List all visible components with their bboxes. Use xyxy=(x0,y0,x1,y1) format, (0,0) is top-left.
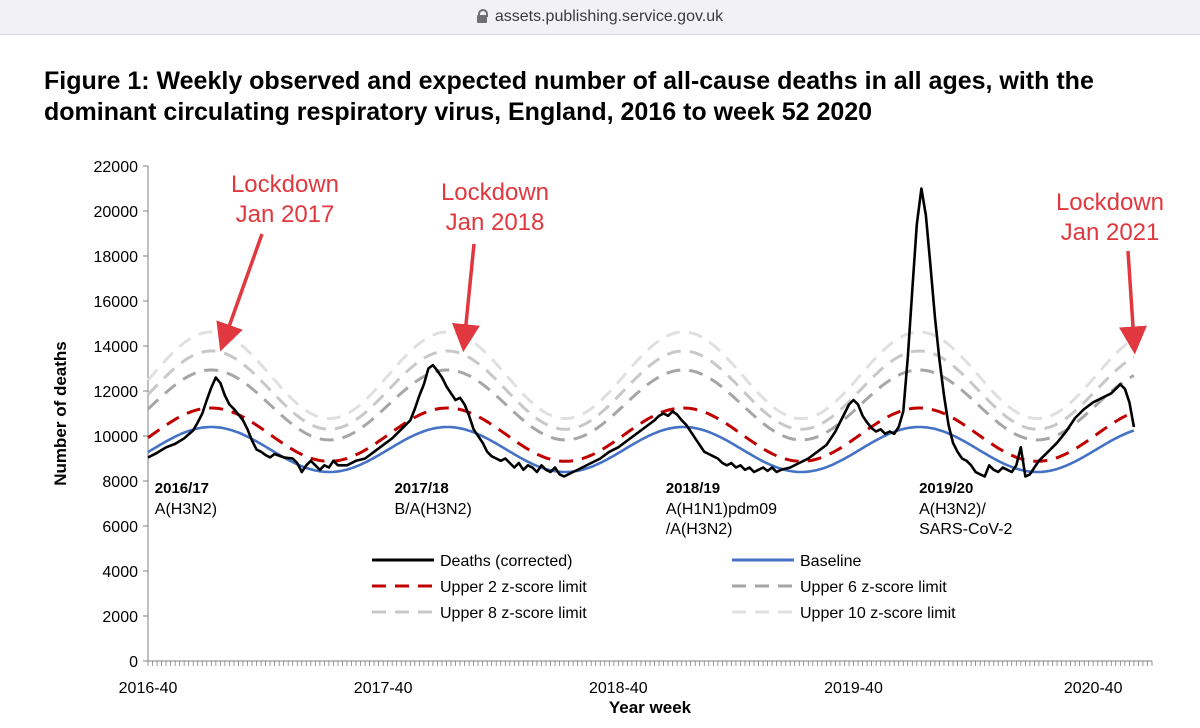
virus-label: /A(H3N2) xyxy=(666,521,733,538)
x-axis-title: Year week xyxy=(609,698,692,717)
upper-10-z-line xyxy=(146,330,1135,420)
virus-label: A(H3N2) xyxy=(155,501,217,518)
legend-label: Upper 10 z-score limit xyxy=(800,605,956,622)
legend-label: Baseline xyxy=(800,553,861,570)
y-tick-label: 12000 xyxy=(94,384,139,401)
y-tick-label: 0 xyxy=(129,654,138,671)
y-tick-label: 4000 xyxy=(102,564,138,581)
x-tick-label: 2017-40 xyxy=(354,680,413,697)
y-tick-label: 10000 xyxy=(94,429,139,446)
x-tick-label: 2020-40 xyxy=(1064,680,1123,697)
baseline-line xyxy=(147,425,1135,474)
virus-label: A(H3N2)/ xyxy=(919,501,986,518)
lockdown-annotation: Lockdown xyxy=(441,179,549,206)
lockdown-annotation: Jan 2018 xyxy=(446,209,545,236)
legend-label: Upper 6 z-score limit xyxy=(800,579,947,596)
legend-label: Upper 2 z-score limit xyxy=(440,579,587,596)
url-text: assets.publishing.service.gov.uk xyxy=(494,8,724,25)
y-axis-title: Number of deaths xyxy=(51,341,70,486)
annotation-arrow xyxy=(216,233,264,352)
virus-label: A(H1N1)pdm09 xyxy=(666,501,777,518)
lock-icon xyxy=(476,9,488,23)
season-label: 2018/19 xyxy=(666,480,720,497)
lockdown-annotation: Lockdown xyxy=(231,171,339,198)
y-tick-label: 22000 xyxy=(94,159,139,176)
x-tick-label: 2019-40 xyxy=(824,680,883,697)
y-tick-label: 2000 xyxy=(102,609,138,626)
season-label: 2017/18 xyxy=(394,480,448,497)
legend-label: Deaths (corrected) xyxy=(440,553,573,570)
y-tick-label: 20000 xyxy=(94,204,139,221)
annotation-arrow xyxy=(1119,250,1147,355)
season-label: 2019/20 xyxy=(919,480,973,497)
address-bar[interactable]: assets.publishing.service.gov.uk xyxy=(0,0,1200,35)
figure-title: Figure 1: Weekly observed and expected n… xyxy=(44,67,1094,126)
y-tick-label: 6000 xyxy=(102,519,138,536)
legend-label: Upper 8 z-score limit xyxy=(440,605,587,622)
y-tick-label: 14000 xyxy=(94,339,139,356)
y-tick-label: 18000 xyxy=(94,249,139,266)
lockdown-annotation: Lockdown xyxy=(1056,189,1164,216)
deaths-chart: 0 2000 4000 6000 8000 10000 12000 14000 16000 180… xyxy=(51,159,1164,717)
annotation-arrow xyxy=(452,243,480,353)
x-tick-label: 2018-40 xyxy=(589,680,648,697)
upper-6-z-line xyxy=(146,368,1135,442)
lockdown-annotation: Jan 2017 xyxy=(236,201,335,228)
virus-label: SARS-CoV-2 xyxy=(919,521,1012,538)
virus-label: B/A(H3N2) xyxy=(394,501,471,518)
lockdown-annotation: Jan 2021 xyxy=(1061,219,1160,246)
season-label: 2016/17 xyxy=(155,480,209,497)
x-tick-label: 2016-40 xyxy=(119,680,178,697)
upper-2-z-line xyxy=(147,406,1135,463)
upper-8-z-line xyxy=(146,349,1135,431)
y-tick-label: 16000 xyxy=(94,294,139,311)
y-tick-label: 8000 xyxy=(102,474,138,491)
deaths-line xyxy=(147,187,1136,478)
